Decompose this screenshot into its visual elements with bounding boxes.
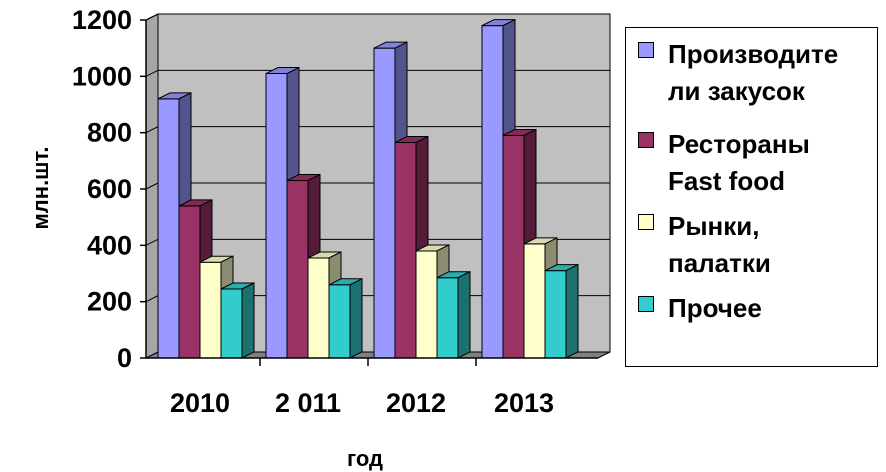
y-tick-label: 1000 (72, 61, 132, 91)
bar-front (157, 98, 180, 359)
bar-front (265, 73, 288, 359)
bar-front (544, 270, 567, 359)
y-tick-label: 200 (87, 287, 132, 317)
y-tick-label: 0 (117, 343, 132, 373)
bar-front (415, 250, 438, 359)
bar-front (328, 284, 351, 359)
y-axis-label: млн.шт. (28, 147, 53, 230)
bar (436, 270, 471, 359)
bar-side (565, 263, 579, 359)
bar-front (286, 180, 309, 359)
bar-front (523, 243, 546, 359)
gridline (145, 69, 610, 77)
bar-front (199, 261, 222, 359)
y-tick-label: 600 (87, 174, 132, 204)
bar-front (178, 205, 201, 359)
x-tick-label: 2013 (494, 388, 554, 418)
y-tick-label: 1200 (72, 5, 132, 35)
legend: Производите ли закусок Рестораны Fast foo… (625, 27, 878, 367)
axes (140, 19, 598, 366)
legend-label: Прочее (668, 293, 762, 323)
y-tick-label: 400 (87, 230, 132, 260)
legend-label: Рестораны Fast food (668, 129, 810, 196)
legend-label: Производите ли закусок (668, 39, 839, 106)
bar-front (481, 25, 504, 359)
bar-front (220, 288, 243, 359)
bar (328, 277, 363, 359)
x-tick-labels: 2010 2 011 2012 2013 (170, 388, 554, 418)
bar-front (394, 142, 417, 359)
legend-swatch (638, 296, 654, 312)
legend-swatch (638, 42, 654, 58)
bar-side (241, 282, 255, 359)
x-tick-label: 2010 (170, 388, 230, 418)
legend-swatch (638, 214, 654, 230)
y-tick-label: 800 (87, 118, 132, 148)
x-tick-label: 2 011 (275, 388, 341, 418)
y-tick-labels: 0 200 400 600 800 1000 1200 (72, 5, 132, 373)
x-tick-label: 2012 (386, 388, 446, 418)
x-axis-label: год (347, 446, 383, 471)
bar-side (349, 277, 363, 359)
gridline (145, 13, 610, 21)
legend-label: Рынки, палатки (668, 211, 771, 278)
bar (220, 282, 255, 359)
bar-front (307, 257, 330, 359)
bar-front (502, 134, 525, 359)
bar-side (457, 270, 471, 359)
bar (544, 263, 579, 359)
bar-front (373, 47, 396, 359)
bars (157, 18, 579, 359)
legend-swatch (638, 132, 654, 148)
bar-front (436, 277, 459, 359)
